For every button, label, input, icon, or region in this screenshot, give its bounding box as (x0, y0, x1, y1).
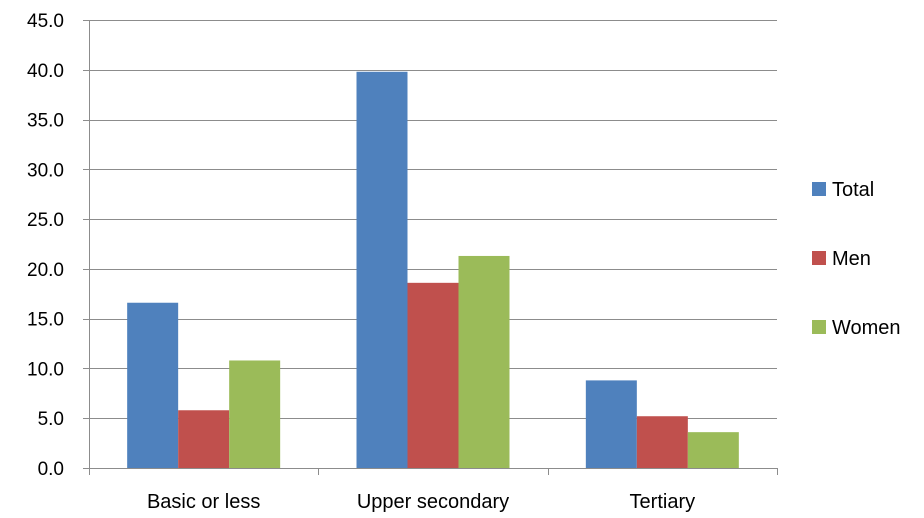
x-axis-category-labels: Basic or less Upper secondary Tertiary (147, 491, 695, 513)
x-category-label: Tertiary (630, 491, 696, 513)
bar-total-2 (586, 380, 637, 468)
legend-swatch-men (812, 251, 826, 265)
x-category-label: Basic or less (147, 491, 260, 513)
y-tick-label: 25.0 (27, 210, 64, 231)
bar-women-0 (229, 360, 280, 468)
y-tick-label: 5.0 (38, 409, 64, 430)
y-tick-label: 10.0 (27, 359, 64, 380)
legend-swatch-women (812, 320, 826, 334)
y-tick-label: 40.0 (27, 61, 64, 82)
bar-women-1 (459, 256, 510, 468)
legend-label-men: Men (832, 248, 871, 270)
y-axis-tick-labels: 0.0 5.0 10.0 15.0 20.0 25.0 30.0 35.0 40.0 45.0 (27, 11, 64, 480)
bar-total-1 (357, 72, 408, 468)
legend-label-women: Women (832, 317, 901, 339)
x-category-label: Upper secondary (357, 491, 509, 513)
legend-label-total: Total (832, 179, 874, 201)
y-tick-label: 0.0 (38, 459, 64, 480)
y-tick-label: 20.0 (27, 260, 64, 281)
bar-women-2 (688, 432, 739, 468)
bar-men-1 (408, 283, 459, 468)
legend-swatch-total (812, 182, 826, 196)
legend: Total Men Women (812, 179, 901, 339)
y-tick-label: 45.0 (27, 11, 64, 32)
bar-men-0 (178, 410, 229, 468)
bar-men-2 (637, 416, 688, 468)
y-tick-label: 30.0 (27, 160, 64, 181)
bar-total-0 (127, 303, 178, 468)
y-tick-label: 35.0 (27, 111, 64, 132)
y-tick-label: 15.0 (27, 310, 64, 331)
